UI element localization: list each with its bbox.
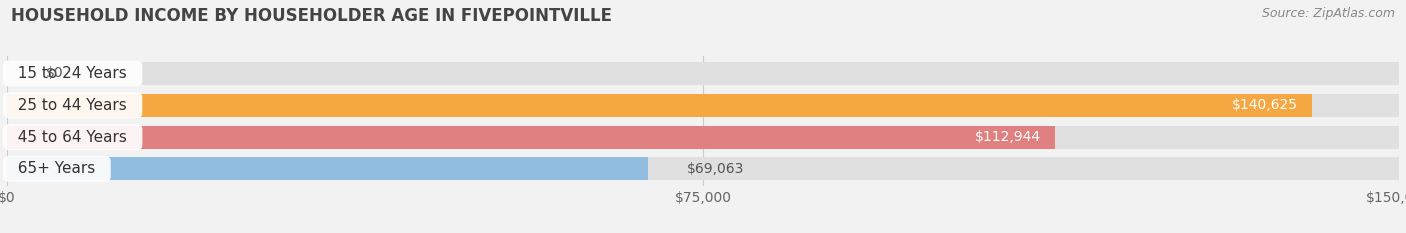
Bar [7,126,1054,148]
Text: 65+ Years: 65+ Years [8,161,105,176]
Text: 25 to 44 Years: 25 to 44 Years [8,98,136,113]
Text: $69,063: $69,063 [688,162,744,176]
Text: 15 to 24 Years: 15 to 24 Years [8,66,136,81]
Text: $0: $0 [46,66,63,80]
Bar [7,62,1399,85]
Bar [7,158,1399,180]
Text: 45 to 64 Years: 45 to 64 Years [8,130,136,144]
Text: $112,944: $112,944 [974,130,1042,144]
Text: $140,625: $140,625 [1232,98,1298,112]
Text: Source: ZipAtlas.com: Source: ZipAtlas.com [1261,7,1395,20]
Bar [7,94,1312,117]
Text: HOUSEHOLD INCOME BY HOUSEHOLDER AGE IN FIVEPOINTVILLE: HOUSEHOLD INCOME BY HOUSEHOLDER AGE IN F… [11,7,612,25]
Bar [7,94,1399,117]
Bar [7,126,1399,148]
Bar [7,158,648,180]
